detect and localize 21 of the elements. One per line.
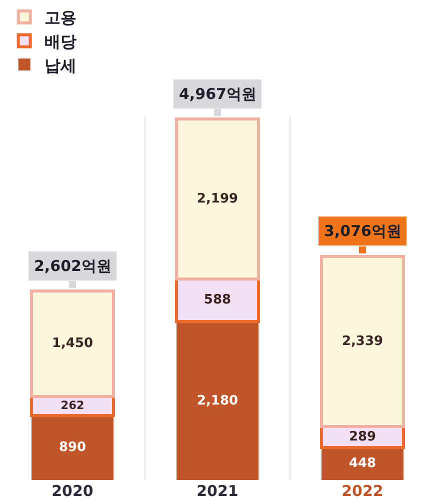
data-label: 448 xyxy=(348,456,376,472)
x-tick-label: 2022 xyxy=(342,482,384,500)
data-label: 890 xyxy=(58,440,86,456)
x-tick-label: 2020 xyxy=(52,482,94,500)
data-label: 588 xyxy=(204,292,232,308)
bar xyxy=(30,289,116,398)
data-label: 262 xyxy=(60,398,84,412)
total-label: 4,967억원 xyxy=(179,85,256,103)
data-label: 2,339 xyxy=(342,334,384,349)
data-label: 2,180 xyxy=(196,393,238,408)
total-label: 2,602억원 xyxy=(34,257,112,275)
x-tick-label: 2021 xyxy=(196,482,238,500)
data-label: 1,450 xyxy=(52,336,94,352)
bar xyxy=(320,254,406,428)
bar xyxy=(174,117,260,280)
data-label: 2,199 xyxy=(196,191,238,206)
legend-label: 고용 xyxy=(44,8,76,28)
total-label: 3,076억원 xyxy=(324,222,402,240)
legend-label: 납세 xyxy=(44,56,76,75)
data-label: 289 xyxy=(348,429,376,444)
legend-label: 배당 xyxy=(44,32,76,51)
